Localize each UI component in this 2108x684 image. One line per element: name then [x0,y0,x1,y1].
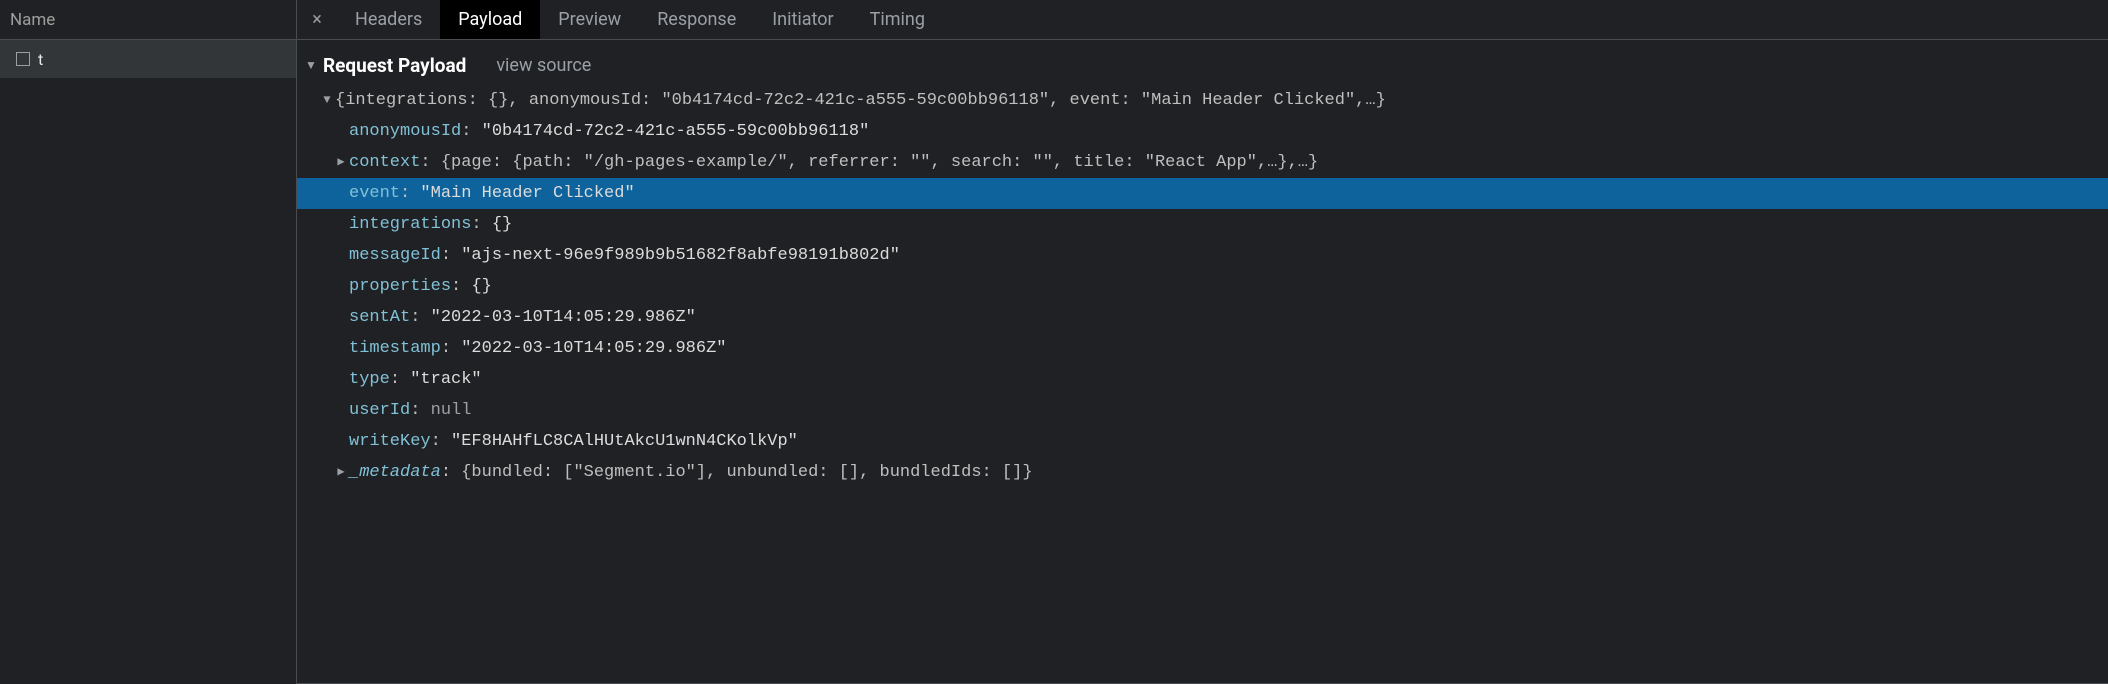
tab-headers[interactable]: Headers [337,0,440,39]
close-icon[interactable]: × [297,0,337,39]
tree-prop-context[interactable]: context: {page: {path: "/gh-pages-exampl… [297,147,2108,178]
tree-prop-sentat[interactable]: sentAt: "2022-03-10T14:05:29.986Z" [297,302,2108,333]
prop-key: event [349,178,400,209]
sidebar-header-name[interactable]: Name [0,0,296,40]
prop-summary: {bundled: ["Segment.io"], unbundled: [],… [461,457,1032,488]
prop-value: "ajs-next-96e9f989b9b51682f8abfe98191b80… [461,240,900,271]
object-summary: {integrations: {}, anonymousId: "0b4174c… [335,85,1386,116]
tab-timing[interactable]: Timing [852,0,943,39]
prop-value: "EF8HAHfLC8CAlHUtAkcU1wnN4CKolkVp" [451,426,798,457]
request-detail-panel: × Headers Payload Preview Response Initi… [297,0,2108,684]
prop-key: anonymousId [349,116,461,147]
detail-tabs: × Headers Payload Preview Response Initi… [297,0,2108,40]
chevron-down-icon [321,85,333,116]
file-icon [16,52,30,66]
tree-prop-writekey[interactable]: writeKey: "EF8HAHfLC8CAlHUtAkcU1wnN4CKol… [297,426,2108,457]
tab-payload[interactable]: Payload [440,0,540,39]
prop-value: {} [492,209,512,240]
prop-key: userId [349,395,410,426]
tree-prop-event[interactable]: event: "Main Header Clicked" [297,178,2108,209]
tree-prop-messageid[interactable]: messageId: "ajs-next-96e9f989b9b51682f8a… [297,240,2108,271]
prop-key: messageId [349,240,441,271]
prop-value: "2022-03-10T14:05:29.986Z" [461,333,726,364]
prop-value: "2022-03-10T14:05:29.986Z" [431,302,696,333]
section-title-text: Request Payload [323,50,466,81]
tab-preview[interactable]: Preview [540,0,639,39]
section-title[interactable]: Request Payload [305,50,466,81]
prop-key: sentAt [349,302,410,333]
prop-value: null [431,395,472,426]
tree-prop-type[interactable]: type: "track" [297,364,2108,395]
prop-value: "Main Header Clicked" [420,178,634,209]
prop-value: "track" [410,364,481,395]
view-source-link[interactable]: view source [496,50,591,81]
tree-prop-timestamp[interactable]: timestamp: "2022-03-10T14:05:29.986Z" [297,333,2108,364]
prop-key: writeKey [349,426,431,457]
tree-root[interactable]: {integrations: {}, anonymousId: "0b4174c… [297,85,2108,116]
prop-value: {} [471,271,491,302]
tab-response[interactable]: Response [639,0,754,39]
chevron-right-icon [335,457,347,488]
tree-prop-integrations[interactable]: integrations: {} [297,209,2108,240]
section-header: Request Payload view source [297,50,2108,81]
prop-key: timestamp [349,333,441,364]
prop-key: type [349,364,390,395]
tree-prop-properties[interactable]: properties: {} [297,271,2108,302]
network-request-row[interactable]: t [0,40,296,78]
tree-prop-userid[interactable]: userId: null [297,395,2108,426]
network-request-list: Name t [0,0,297,684]
chevron-right-icon [335,147,347,178]
tab-initiator[interactable]: Initiator [754,0,851,39]
tree-prop-anonymousid[interactable]: anonymousId: "0b4174cd-72c2-421c-a555-59… [297,116,2108,147]
request-name: t [38,50,43,69]
prop-summary: {page: {path: "/gh-pages-example/", refe… [441,147,1318,178]
payload-content: Request Payload view source {integration… [297,40,2108,684]
prop-key: _metadata [349,457,441,488]
prop-value: "0b4174cd-72c2-421c-a555-59c00bb96118" [482,116,870,147]
chevron-down-icon [305,50,317,81]
prop-key: integrations [349,209,471,240]
prop-key: properties [349,271,451,302]
prop-key: context [349,147,420,178]
tree-prop-metadata[interactable]: _metadata: {bundled: ["Segment.io"], unb… [297,457,2108,488]
